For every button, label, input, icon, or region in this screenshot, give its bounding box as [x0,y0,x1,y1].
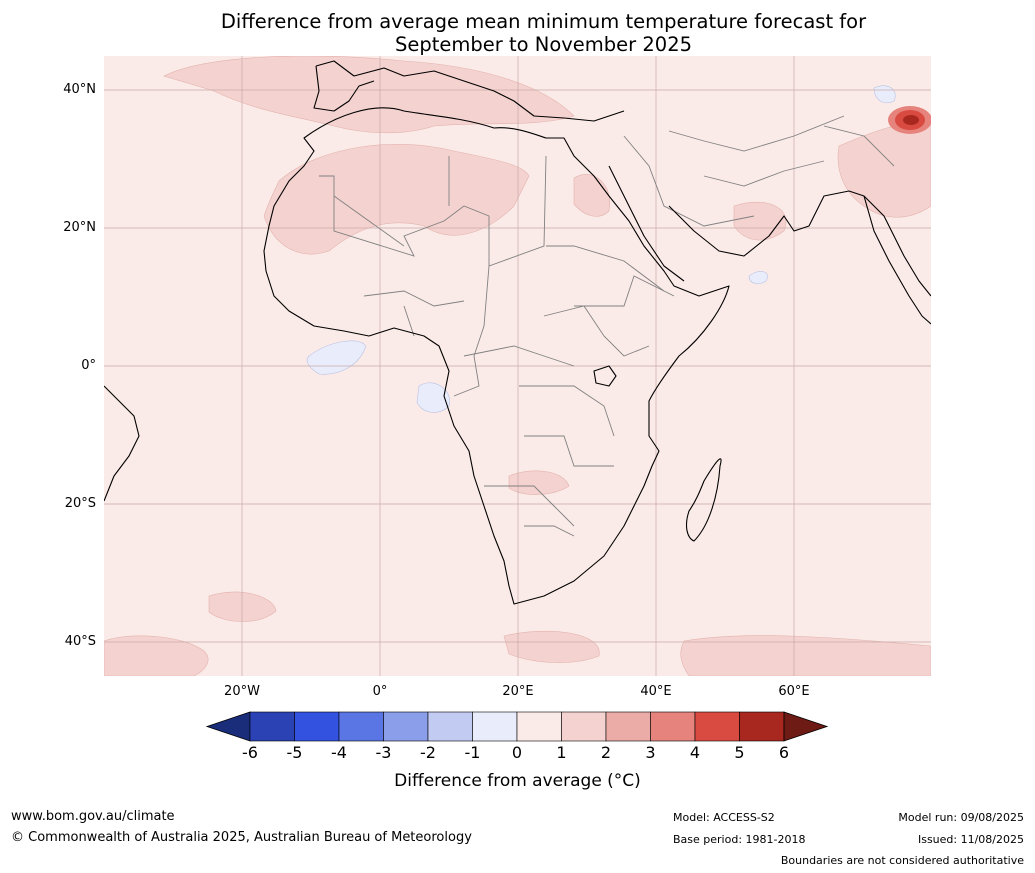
colorbar-segment [739,711,785,742]
colorbar-segment [472,711,518,742]
coastlines [104,60,931,605]
lat-label-40s: 40°S [64,634,96,649]
anomaly-arabian-sea [748,271,768,285]
footer-copyright: © Commonwealth of Australia 2025, Austra… [11,830,472,845]
red-sea-east-coast [608,165,685,282]
anomaly-southwest-corner [104,635,209,676]
colorbar-tick-label: 0 [511,743,523,762]
footer-model: Model: ACCESS-S2 [673,811,775,824]
anomaly-middle-east-east [733,201,787,241]
lon-label-0: 0° [372,684,388,699]
chart-title: Difference from average mean minimum tem… [0,10,1035,56]
lon-label-60e: 60°E [778,684,810,699]
footer-base-period: Base period: 1981-2018 [673,833,806,846]
colorbar-tick-label: 5 [734,743,745,762]
colorbar-tick-label: 6 [778,743,790,762]
anomaly-angola-coast [416,382,451,413]
footer-issued: Issued: 11/08/2025 [917,833,1024,846]
title-line-1: Difference from average mean minimum tem… [220,10,867,33]
footer-model-run: Model run: 09/08/2025 [898,811,1024,824]
colorbar-tick-label: -5 [286,743,303,762]
colorbar-segment [294,711,340,742]
colorbar-tick-label: 3 [645,743,656,762]
madagascar-coast [685,458,722,542]
anomaly-south-indian [680,635,931,676]
arabia-coast [668,190,931,297]
anomaly-east-africa [508,470,570,495]
colorbar-tick-label: 4 [689,743,701,762]
forecast-map[interactable] [104,56,931,676]
warm-anomaly-regions [104,56,931,676]
india-coast [863,195,931,325]
lon-label-40e: 40°E [640,684,672,699]
colorbar-tick-label: -3 [375,743,392,762]
colorbar-tick-label: -2 [420,743,436,762]
colorbar-tick-label: -6 [242,743,258,762]
iberia-coast [313,65,375,112]
lon-label-20e: 20°E [502,684,534,699]
colorbar-tick-label: 2 [600,743,612,762]
colorbar-segment [605,711,651,742]
colorbar-segment [249,711,295,742]
colorbar-segment [516,711,562,742]
colorbar-tick-label: -1 [464,743,481,762]
colorbar-segment [561,711,607,742]
colorbar-tick-label: 1 [556,743,567,762]
lat-label-equator: 0° [81,358,96,373]
colorbar-segment [694,711,740,742]
africa-coast [263,107,730,605]
anomaly-himalaya-india [837,122,931,218]
footer-disclaimer: Boundaries are not considered authoritat… [780,854,1024,867]
footer-website[interactable]: www.bom.gov.au/climate [11,809,175,824]
graticule [104,56,931,676]
anomaly-mediterranean-north [163,56,575,134]
lake-victoria [593,365,617,387]
lon-label-20w: 20°W [224,684,260,699]
country-borders [319,115,895,537]
lat-label-40n: 40°N [63,82,96,97]
south-america-coast [104,385,140,502]
anomaly-sahara [263,143,530,255]
colorbar-segment [338,711,384,742]
colorbar-arrow-low [205,711,251,742]
hot-anomaly-spot [888,106,931,134]
colorbar-arrow-high [783,711,829,742]
title-line-2: September to November 2025 [394,33,693,56]
anomaly-south-east [503,630,600,663]
lat-label-20n: 20°N [63,220,96,235]
anomaly-south-atlantic [208,591,277,622]
colorbar-segment [383,711,429,742]
europe-coast [315,60,625,122]
colorbar-segment [427,711,473,742]
colorbar-tick-label: -4 [331,743,347,762]
lat-label-20s: 20°S [64,496,96,511]
colorbar-label: Difference from average (°C) [394,771,641,791]
colorbar-segment [650,711,696,742]
